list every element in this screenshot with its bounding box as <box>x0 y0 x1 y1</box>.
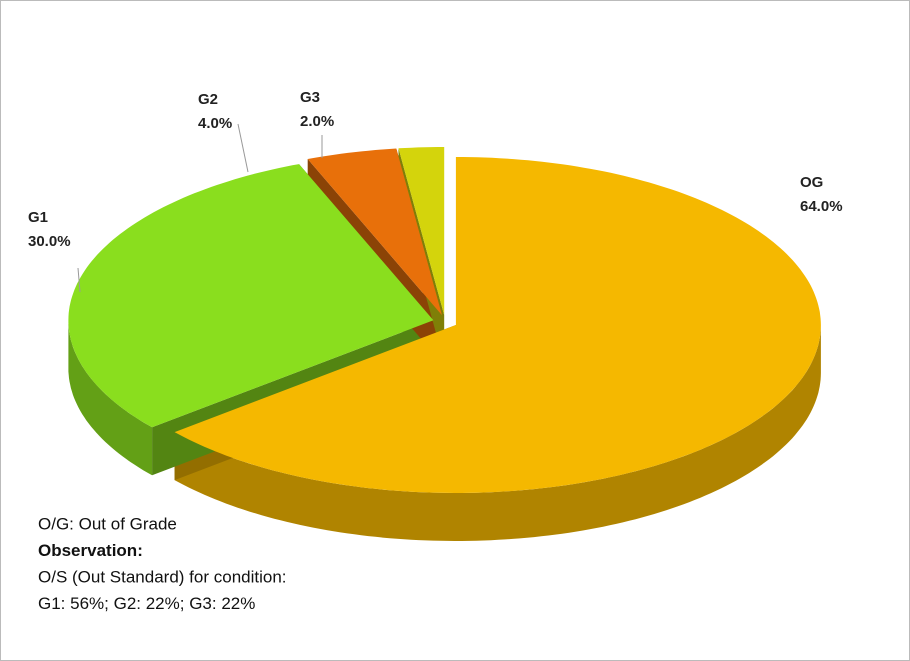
annotation: Observation: <box>38 541 143 560</box>
slice-label: G1 <box>28 209 48 226</box>
slice <box>307 148 442 316</box>
slice-label: G2 <box>198 91 218 108</box>
slice <box>174 157 821 493</box>
pie <box>68 147 821 541</box>
slice-value-label: 2.0% <box>300 113 334 130</box>
annotation: G1: 56%; G2: 22%; G3: 22% <box>38 594 255 613</box>
slice-value-label: 64.0% <box>800 198 843 215</box>
annotation: O/G: Out of Grade <box>38 514 177 533</box>
leader-line <box>77 267 81 293</box>
slice-side <box>174 325 821 541</box>
slice-label: G3 <box>300 89 320 106</box>
annotation: O/S (Out Standard) for condition: <box>38 567 287 586</box>
slice-value-label: 4.0% <box>198 115 232 132</box>
slice-label: OG <box>800 174 823 191</box>
leader-line <box>237 123 249 173</box>
labels: OG 64.0% G1 30.0% G2 4.0% G3 2.0% <box>28 89 843 293</box>
slice <box>398 147 445 315</box>
slice-side <box>68 320 153 476</box>
slice <box>68 164 434 428</box>
slice-value-label: 30.0% <box>28 233 71 250</box>
